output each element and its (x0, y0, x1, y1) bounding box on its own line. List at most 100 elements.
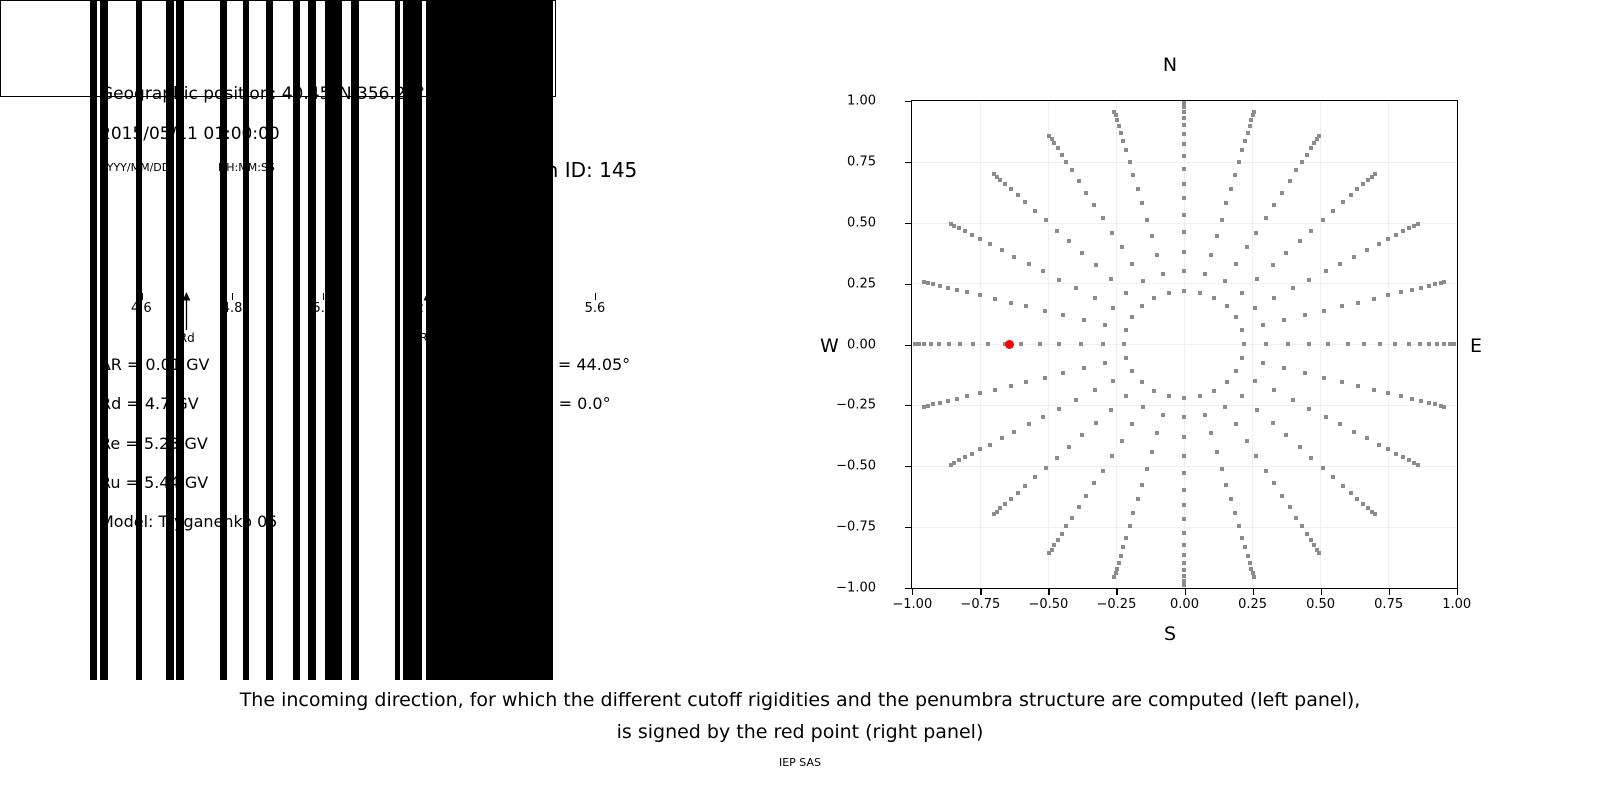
direction-point (1240, 328, 1245, 333)
direction-point (925, 403, 930, 408)
direction-point (1393, 342, 1398, 347)
y-axis-tick (905, 587, 911, 589)
direction-point (1008, 300, 1013, 305)
rigidity-marker-rd: Rd (172, 292, 202, 345)
direction-point (1033, 475, 1038, 480)
direction-point (1366, 506, 1370, 511)
direction-point (931, 282, 936, 287)
direction-point (1394, 451, 1399, 456)
compass-label-north: N (1162, 54, 1178, 76)
direction-point (954, 287, 959, 292)
x-axis-tick-label: 5.4 (493, 301, 515, 316)
direction-point (1061, 371, 1066, 376)
direction-point (1299, 160, 1304, 165)
datetime-label: 2015/05/11 01:00:00 (100, 124, 280, 144)
direction-point (1233, 422, 1238, 427)
x-axis-tick-label: −0.75 (960, 597, 1001, 613)
direction-point (1161, 412, 1166, 417)
direction-point (1234, 368, 1239, 373)
direction-point (1270, 421, 1275, 426)
grid-line-horizontal (912, 405, 1457, 406)
direction-point (1355, 187, 1360, 192)
direction-point (1109, 276, 1114, 281)
x-axis-tick (594, 293, 597, 300)
direction-point (931, 402, 936, 407)
direction-point (1023, 484, 1028, 489)
direction-point (1139, 304, 1144, 309)
direction-point (1182, 530, 1187, 535)
x-axis-tick (1456, 589, 1458, 595)
direction-point (1059, 152, 1064, 157)
direction-point (1312, 543, 1317, 548)
direction-point (1287, 505, 1292, 510)
direction-point (1385, 390, 1390, 395)
direction-point (1242, 342, 1247, 347)
direction-point (1182, 415, 1187, 420)
direction-point (965, 394, 970, 399)
direction-point (1118, 130, 1123, 135)
direction-point (1442, 404, 1447, 409)
direction-point (948, 462, 953, 467)
direction-point (1092, 203, 1097, 208)
direction-point (1139, 380, 1144, 385)
penumbra-x-axis: 4.6 4.8 5.0 5.2 5.4 5.6 Rd Re Ru (96, 292, 652, 345)
param-rd: Rd = 4.7 GV (100, 394, 199, 413)
direction-point (1351, 429, 1356, 434)
direction-point (957, 458, 962, 463)
direction-point (1369, 174, 1374, 179)
x-axis-tick (1320, 589, 1322, 595)
y-axis-tick-label: 0.00 (847, 337, 876, 352)
direction-point (1426, 400, 1431, 405)
direction-point (1280, 493, 1285, 498)
direction-point (1127, 524, 1132, 529)
x-axis-tick-label: 0.00 (1170, 597, 1199, 613)
direction-point (1282, 366, 1287, 371)
param-delta-r: ∆R = 0.01 GV (100, 355, 210, 374)
x-axis-tick (1184, 589, 1186, 595)
direction-point (1182, 230, 1187, 235)
rigidity-marker-label: Re (419, 331, 435, 345)
direction-point (1263, 468, 1268, 473)
direction-point (1055, 538, 1060, 543)
direction-point (1304, 152, 1309, 157)
direction-point (1406, 342, 1411, 347)
direction-point (1057, 406, 1062, 411)
direction-point (1092, 481, 1097, 486)
direction-point (1270, 263, 1275, 268)
direction-point (1008, 383, 1013, 388)
direction-point (1012, 254, 1017, 259)
y-axis-tick (905, 405, 911, 407)
selected-direction-point[interactable] (1005, 339, 1015, 349)
direction-point (925, 280, 930, 285)
direction-point (1135, 187, 1140, 192)
x-axis-tick-label: 0.25 (1238, 597, 1268, 613)
direction-point (1131, 173, 1136, 178)
direction-point (1303, 371, 1308, 376)
compass-label-south: S (1163, 623, 1177, 645)
y-axis-tick-label: 1.00 (847, 93, 876, 109)
direction-point (1252, 305, 1257, 310)
penumbra-forbidden-band (89, 0, 98, 680)
arrow-up-icon (182, 292, 191, 330)
direction-point (1082, 366, 1087, 371)
direction-point (1433, 402, 1438, 407)
penumbra-forbidden-band (293, 0, 301, 680)
direction-point (1037, 342, 1042, 347)
direction-point (1084, 190, 1089, 195)
direction-point (1114, 566, 1119, 571)
direction-point (946, 342, 951, 347)
direction-point (1245, 553, 1250, 558)
direction-point (1240, 356, 1245, 361)
x-axis-tick (980, 589, 982, 595)
direction-point (1433, 282, 1438, 287)
direction-point (1378, 342, 1383, 347)
direction-point (1372, 171, 1377, 176)
direction-point (1348, 490, 1353, 495)
direction-point (962, 455, 967, 460)
direction-point (965, 290, 970, 295)
direction-point (1240, 148, 1245, 153)
x-axis-tick-label: 4.8 (221, 301, 243, 316)
direction-point (1064, 160, 1069, 165)
penumbra-bar-chart (0, 0, 556, 680)
direction-point (1233, 262, 1238, 267)
